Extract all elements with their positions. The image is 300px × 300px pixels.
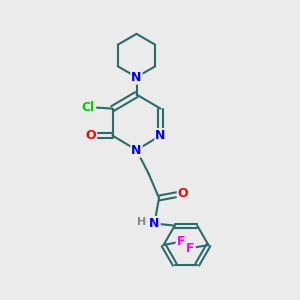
Text: N: N: [131, 70, 142, 84]
Text: O: O: [178, 187, 188, 200]
Text: O: O: [85, 129, 96, 142]
Text: N: N: [155, 129, 166, 142]
Text: N: N: [149, 217, 160, 230]
Text: F: F: [177, 235, 185, 248]
Text: H: H: [137, 217, 146, 227]
Text: N: N: [131, 143, 142, 157]
Text: F: F: [186, 242, 195, 255]
Text: Cl: Cl: [82, 100, 95, 114]
